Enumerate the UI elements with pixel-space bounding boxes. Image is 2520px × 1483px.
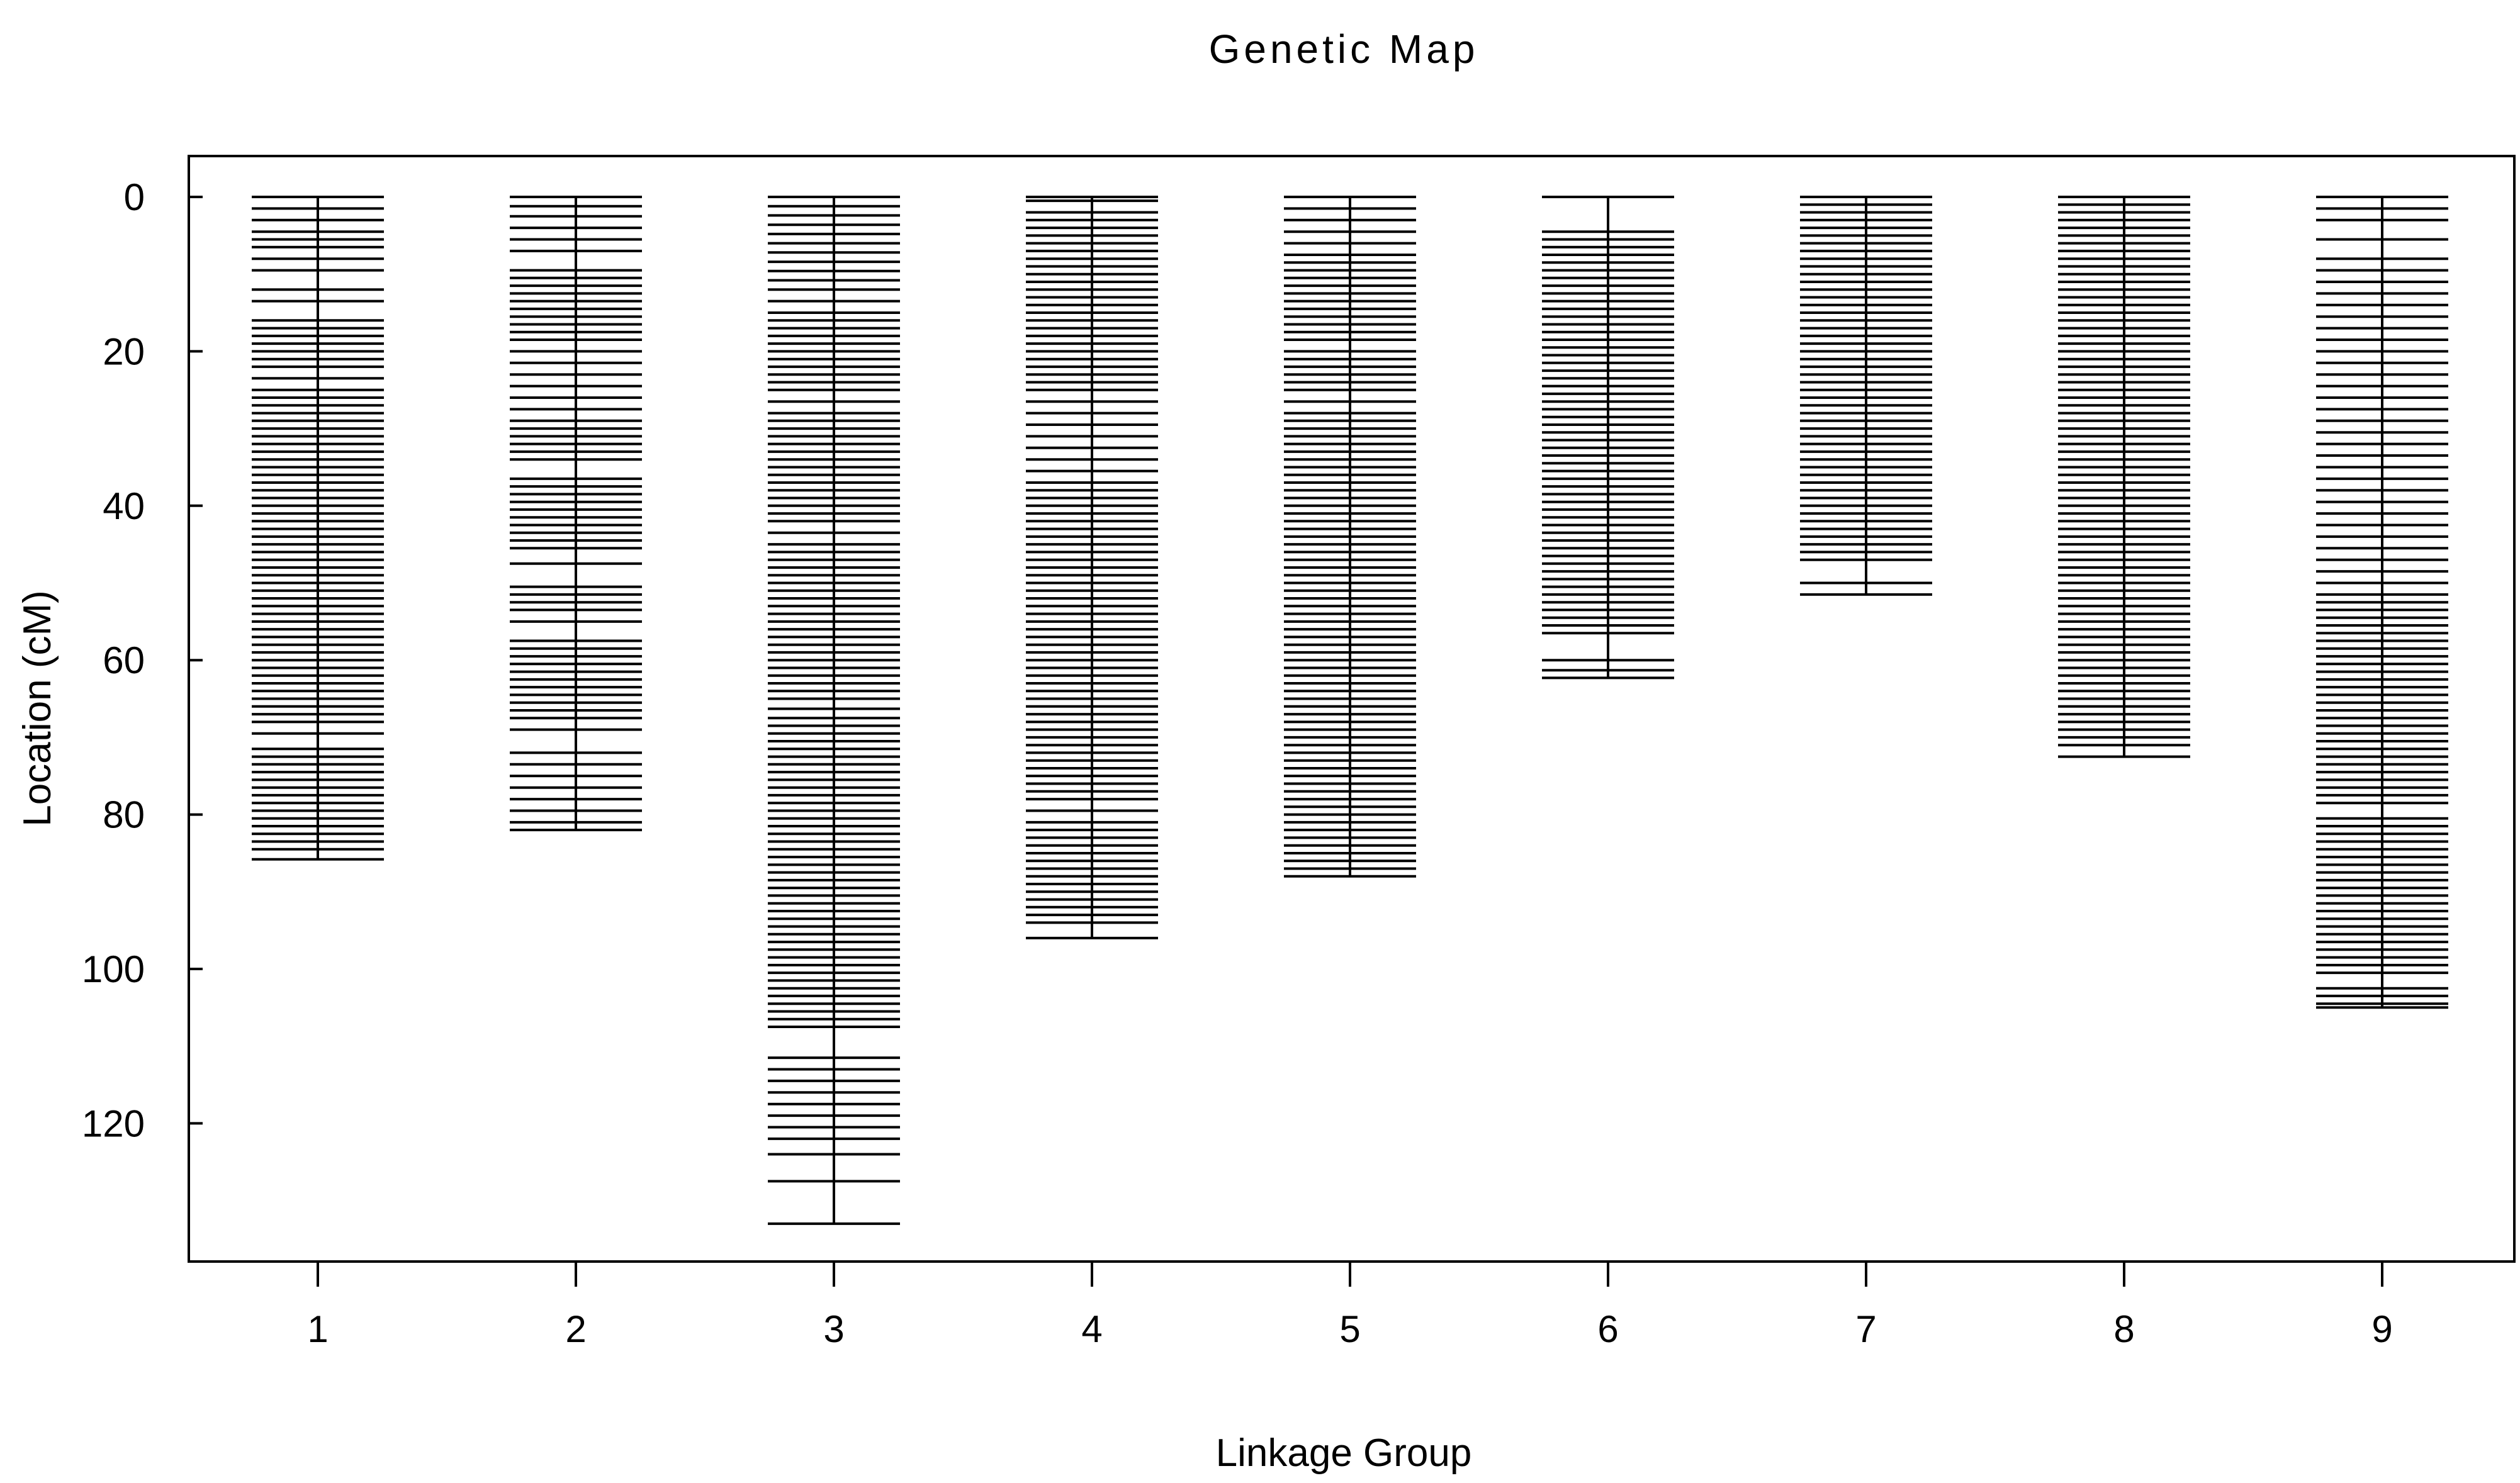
linkage-group-2 [510,196,642,832]
x-tick-label-4: 4 [1081,1308,1102,1350]
y-axis: 0 20 40 60 80 100 120 [82,176,203,1144]
x-tick-label-6: 6 [1597,1308,1618,1350]
y-axis-label: Location (cM) [16,590,59,827]
x-tick-label-5: 5 [1339,1308,1360,1350]
y-tick-label-80: 80 [103,794,145,836]
linkage-group-3 [768,196,900,1225]
x-axis: 1 2 3 4 5 6 7 8 9 [307,1262,2393,1350]
linkage-group-9 [2316,196,2448,1009]
linkage-group-8 [2058,196,2190,758]
chart-title: Genetic Map [1209,26,1479,72]
x-tick-label-9: 9 [2371,1308,2392,1350]
y-tick-label-20: 20 [103,330,145,372]
plot-frame [188,155,2516,1263]
x-tick-label-1: 1 [307,1308,328,1350]
linkage-groups [252,196,2448,1225]
y-tick-label-0: 0 [124,176,145,218]
x-tick-label-8: 8 [2113,1308,2134,1350]
linkage-group-7 [1800,196,1932,596]
y-tick-label-100: 100 [82,948,145,990]
x-tick-label-7: 7 [1855,1308,1876,1350]
y-tick-label-40: 40 [103,485,145,527]
linkage-group-6 [1542,196,1674,680]
linkage-group-1 [252,196,384,861]
x-axis-label: Linkage Group [1216,1431,1472,1475]
y-tick-label-60: 60 [103,639,145,681]
x-tick-label-3: 3 [823,1308,844,1350]
y-tick-label-120: 120 [82,1102,145,1144]
linkage-group-5 [1284,196,1416,878]
x-tick-label-2: 2 [565,1308,586,1350]
linkage-group-4 [1026,196,1158,939]
